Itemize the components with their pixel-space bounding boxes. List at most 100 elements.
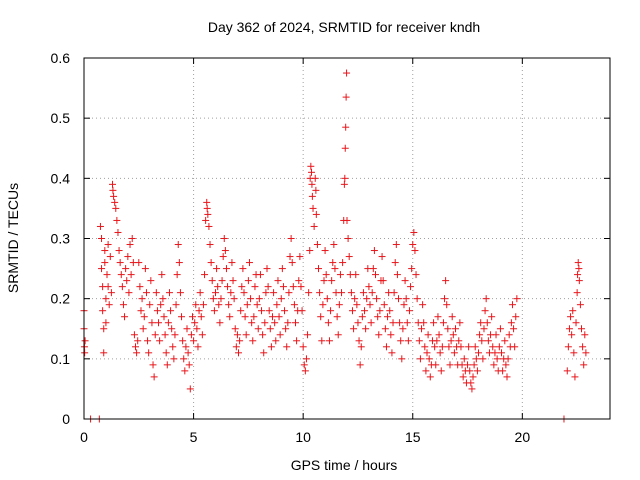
data-point [165,289,173,297]
data-point [347,289,355,297]
data-point [288,259,296,267]
data-point [423,349,431,357]
y-tick-label: 0.4 [51,170,71,186]
data-point [152,289,160,297]
x-tick-label: 10 [295,429,311,445]
data-point [490,361,498,369]
data-point [101,247,109,255]
data-point [121,313,129,321]
data-point [342,123,350,131]
data-point [430,319,438,327]
data-point [174,241,182,249]
data-point [145,349,153,357]
data-point [151,331,159,339]
data-point [153,307,161,315]
data-point [382,343,390,351]
data-point [323,295,331,303]
data-point [260,349,268,357]
data-point [338,289,346,297]
data-point [426,373,434,381]
data-point [451,325,459,333]
data-point [173,271,181,279]
data-point [299,343,307,351]
data-point [564,343,572,351]
data-point [239,265,247,273]
data-point [503,373,511,381]
data-point [405,307,413,315]
data-point [435,331,443,339]
data-point [196,289,204,297]
data-point [208,277,216,285]
data-point [161,331,169,339]
data-point [334,331,342,339]
data-point [102,295,110,303]
data-point [108,180,116,188]
data-point [368,289,376,297]
y-tick-label: 0.6 [51,50,71,66]
data-point [340,180,348,188]
data-point [100,325,108,333]
x-tick-label: 5 [190,429,198,445]
data-point [421,343,429,351]
data-point [270,289,278,297]
data-point [569,307,577,315]
data-point [241,313,249,321]
data-point [172,301,180,309]
data-point [184,349,192,357]
data-point [168,325,176,333]
data-point [375,331,383,339]
data-point [179,337,187,345]
data-point [186,385,194,393]
data-point [575,277,583,285]
data-point [408,265,416,273]
data-point [442,277,450,285]
x-tick-label: 0 [80,429,88,445]
data-point [352,271,360,279]
data-point [146,301,154,309]
data-point [98,265,106,273]
data-point [351,295,359,303]
data-point [235,349,243,357]
data-point [183,325,191,333]
data-point [573,289,581,297]
data-point [278,265,286,273]
data-point [105,301,113,309]
data-point [455,337,463,345]
data-point [112,204,120,212]
data-point [403,319,411,327]
data-point [502,361,510,369]
data-point [457,343,465,351]
data-point [259,331,267,339]
data-point [244,277,252,285]
data-point [164,319,172,327]
data-point [501,337,509,345]
data-point [472,355,480,363]
data-point [434,313,442,321]
data-point [439,319,447,327]
data-point [495,343,503,351]
data-point [160,313,168,321]
data-point [138,295,146,303]
data-point [101,259,109,267]
y-axis-label: SRMTID / TECUs [5,183,21,293]
data-point [262,289,270,297]
data-point [571,373,579,381]
data-point [305,289,313,297]
data-point [182,343,190,351]
data-point [570,349,578,357]
data-point [132,343,140,351]
data-point [206,241,214,249]
data-point [135,259,143,267]
data-point [298,307,306,315]
data-point [117,271,125,279]
data-point [134,337,142,345]
axis-ticks [83,57,610,420]
data-point [446,361,454,369]
data-point [508,301,516,309]
data-point [333,313,341,321]
data-point [304,331,312,339]
data-point [319,301,327,309]
data-point [388,349,396,357]
data-point [245,259,253,267]
